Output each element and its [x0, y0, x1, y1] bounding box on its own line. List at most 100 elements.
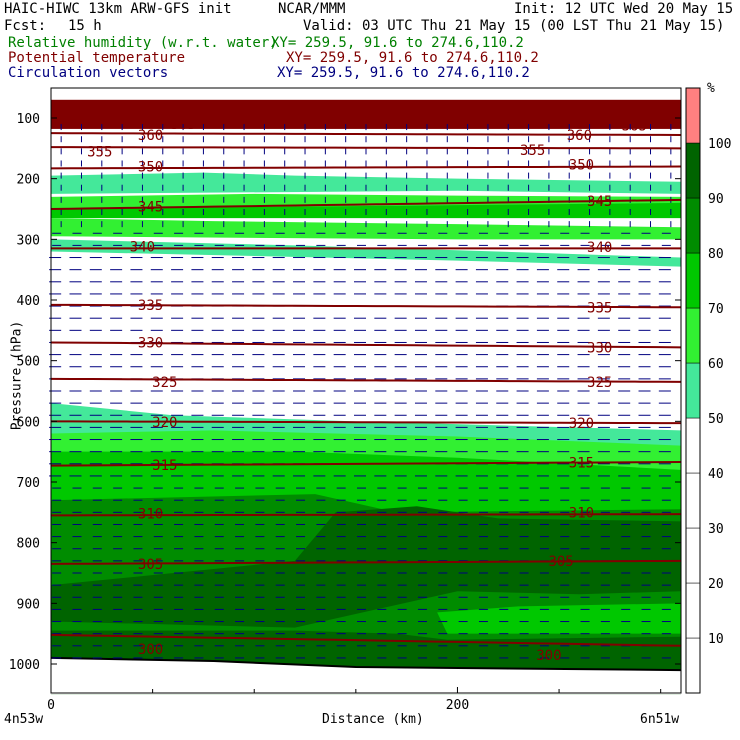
model-title: HAIC-HIWC 13km ARW-GFS init	[4, 1, 232, 17]
theta-label-350: 350	[569, 158, 594, 174]
theta-label-305: 305	[548, 554, 573, 570]
colorbar-label: 80	[708, 247, 724, 262]
colorbar: 10 20 30 40 50 60 70 80 90 100	[685, 87, 731, 694]
theta-label-330: 330	[138, 335, 163, 351]
field-name-theta: Potential temperature	[8, 50, 186, 66]
terrain-line	[50, 656, 682, 672]
theta-label-350: 350	[138, 160, 163, 176]
colorbar-label: 50	[708, 412, 724, 427]
theta-label-345: 345	[587, 194, 612, 210]
y-tick-label: 900	[17, 597, 40, 612]
colorbar-unit: %	[707, 81, 715, 96]
x-axis: 0 200	[47, 687, 662, 713]
colorbar-label: 10	[708, 632, 724, 647]
theta-label-365: 365	[622, 118, 647, 134]
theta-label-310: 310	[569, 505, 594, 521]
theta-label-355: 355	[87, 144, 112, 160]
colorbar-label: 90	[708, 192, 724, 207]
org-label: NCAR/MMM	[278, 1, 346, 17]
theta-label-330: 330	[587, 340, 612, 356]
theta-label-300: 300	[138, 642, 163, 658]
colorbar-bin	[685, 582, 701, 639]
rh-region-upper-4	[51, 218, 681, 240]
theta-label-360: 360	[567, 128, 592, 144]
x-tick-label: 0	[47, 698, 55, 713]
colorbar-label: 100	[708, 137, 731, 152]
terrain-below-ground	[51, 657, 681, 695]
y-tick-label: 1000	[9, 658, 40, 673]
init-time: Init: 12 UTC Wed 20 May 15	[514, 1, 734, 17]
x-left-end-label: 4n53w	[4, 712, 44, 727]
theta-contour-360	[50, 132, 682, 136]
circulation-vectors-layer	[49, 124, 672, 659]
theta-label-340: 340	[130, 240, 155, 256]
colorbar-bin	[685, 87, 701, 144]
theta-label-315: 315	[152, 458, 177, 474]
theta-label-355: 355	[520, 143, 545, 159]
colorbar-label: 70	[708, 302, 724, 317]
colorbar-label: 60	[708, 357, 724, 372]
fcst-label: Fcst:	[4, 18, 47, 34]
field-xy-vectors: XY= 259.5, 91.6 to 274.6,110.2	[277, 65, 530, 81]
theta-label-340: 340	[587, 240, 612, 256]
y-tick-label: 700	[17, 476, 40, 491]
y-tick-label: 500	[17, 355, 40, 370]
theta-contour-315	[50, 460, 682, 467]
y-tick-label: 300	[17, 233, 40, 248]
theta-label-335: 335	[138, 298, 163, 314]
field-xy-rh: XY= 259.5, 91.6 to 274.6,110.2	[271, 35, 524, 51]
y-tick-label: 100	[17, 112, 40, 127]
rh-region-upper-5	[51, 239, 681, 267]
theta-contour-335	[50, 303, 682, 309]
rh-region-upper-1	[51, 172, 681, 194]
theta-contour-350	[50, 165, 682, 170]
colorbar-bin	[685, 527, 701, 584]
y-axis-title: Pressure (hPa)	[9, 320, 25, 431]
theta-label-315: 315	[569, 456, 594, 472]
fcst-value: 15 h	[68, 18, 102, 34]
theta-label-345: 345	[138, 200, 163, 216]
plot-frame	[50, 87, 682, 694]
colorbar-bin	[685, 197, 701, 254]
theta-label-360: 360	[138, 128, 163, 144]
theta-label-300: 300	[536, 648, 561, 664]
colorbar-frame	[685, 87, 701, 694]
theta-label-320: 320	[152, 415, 177, 431]
x-tick-label: 200	[446, 698, 469, 713]
y-axis: 100 200 300 400 500 600 700 800 900 1000	[9, 112, 681, 673]
y-tick-label: 800	[17, 537, 40, 552]
theta-labels-layer: 365 365 360 360 355 355 350 350 345 345 340 340 335 3…	[87, 117, 647, 664]
colorbar-bin	[685, 472, 701, 529]
field-xy-theta: XY= 259.5, 91.6 to 274.6,110.2	[286, 50, 539, 66]
y-tick-label: 200	[17, 173, 40, 188]
y-tick-label: 400	[17, 294, 40, 309]
theta-contour-320	[50, 420, 682, 425]
colorbar-bin	[685, 637, 701, 694]
theta-contour-310	[50, 513, 682, 517]
field-name-rh: Relative humidity (w.r.t. water)	[8, 35, 278, 51]
theta-label-335: 335	[587, 300, 612, 316]
colorbar-bin	[685, 252, 701, 309]
colorbar-bin	[685, 417, 701, 474]
x-axis-title: Distance (km)	[322, 712, 424, 727]
theta-contour-325	[50, 377, 682, 383]
theta-contour-300	[50, 633, 682, 647]
theta-label-310: 310	[138, 507, 163, 523]
field-name-vectors: Circulation vectors	[8, 65, 169, 81]
theta-contour-330	[50, 341, 682, 349]
theta-label-365: 365	[170, 117, 195, 133]
colorbar-label: 30	[708, 522, 724, 537]
colorbar-bin	[685, 362, 701, 419]
colorbar-label: 40	[708, 467, 724, 482]
colorbar-bin	[685, 307, 701, 364]
theta-label-325: 325	[587, 375, 612, 391]
x-right-end-label: 6n51w	[640, 712, 680, 727]
theta-label-320: 320	[569, 416, 594, 432]
theta-contour-305	[50, 559, 682, 565]
y-tick-label: 600	[17, 415, 40, 430]
theta-label-325: 325	[152, 375, 177, 391]
colorbar-bin	[685, 142, 701, 199]
theta-contours-layer	[50, 117, 682, 647]
theta-label-305: 305	[138, 557, 163, 573]
